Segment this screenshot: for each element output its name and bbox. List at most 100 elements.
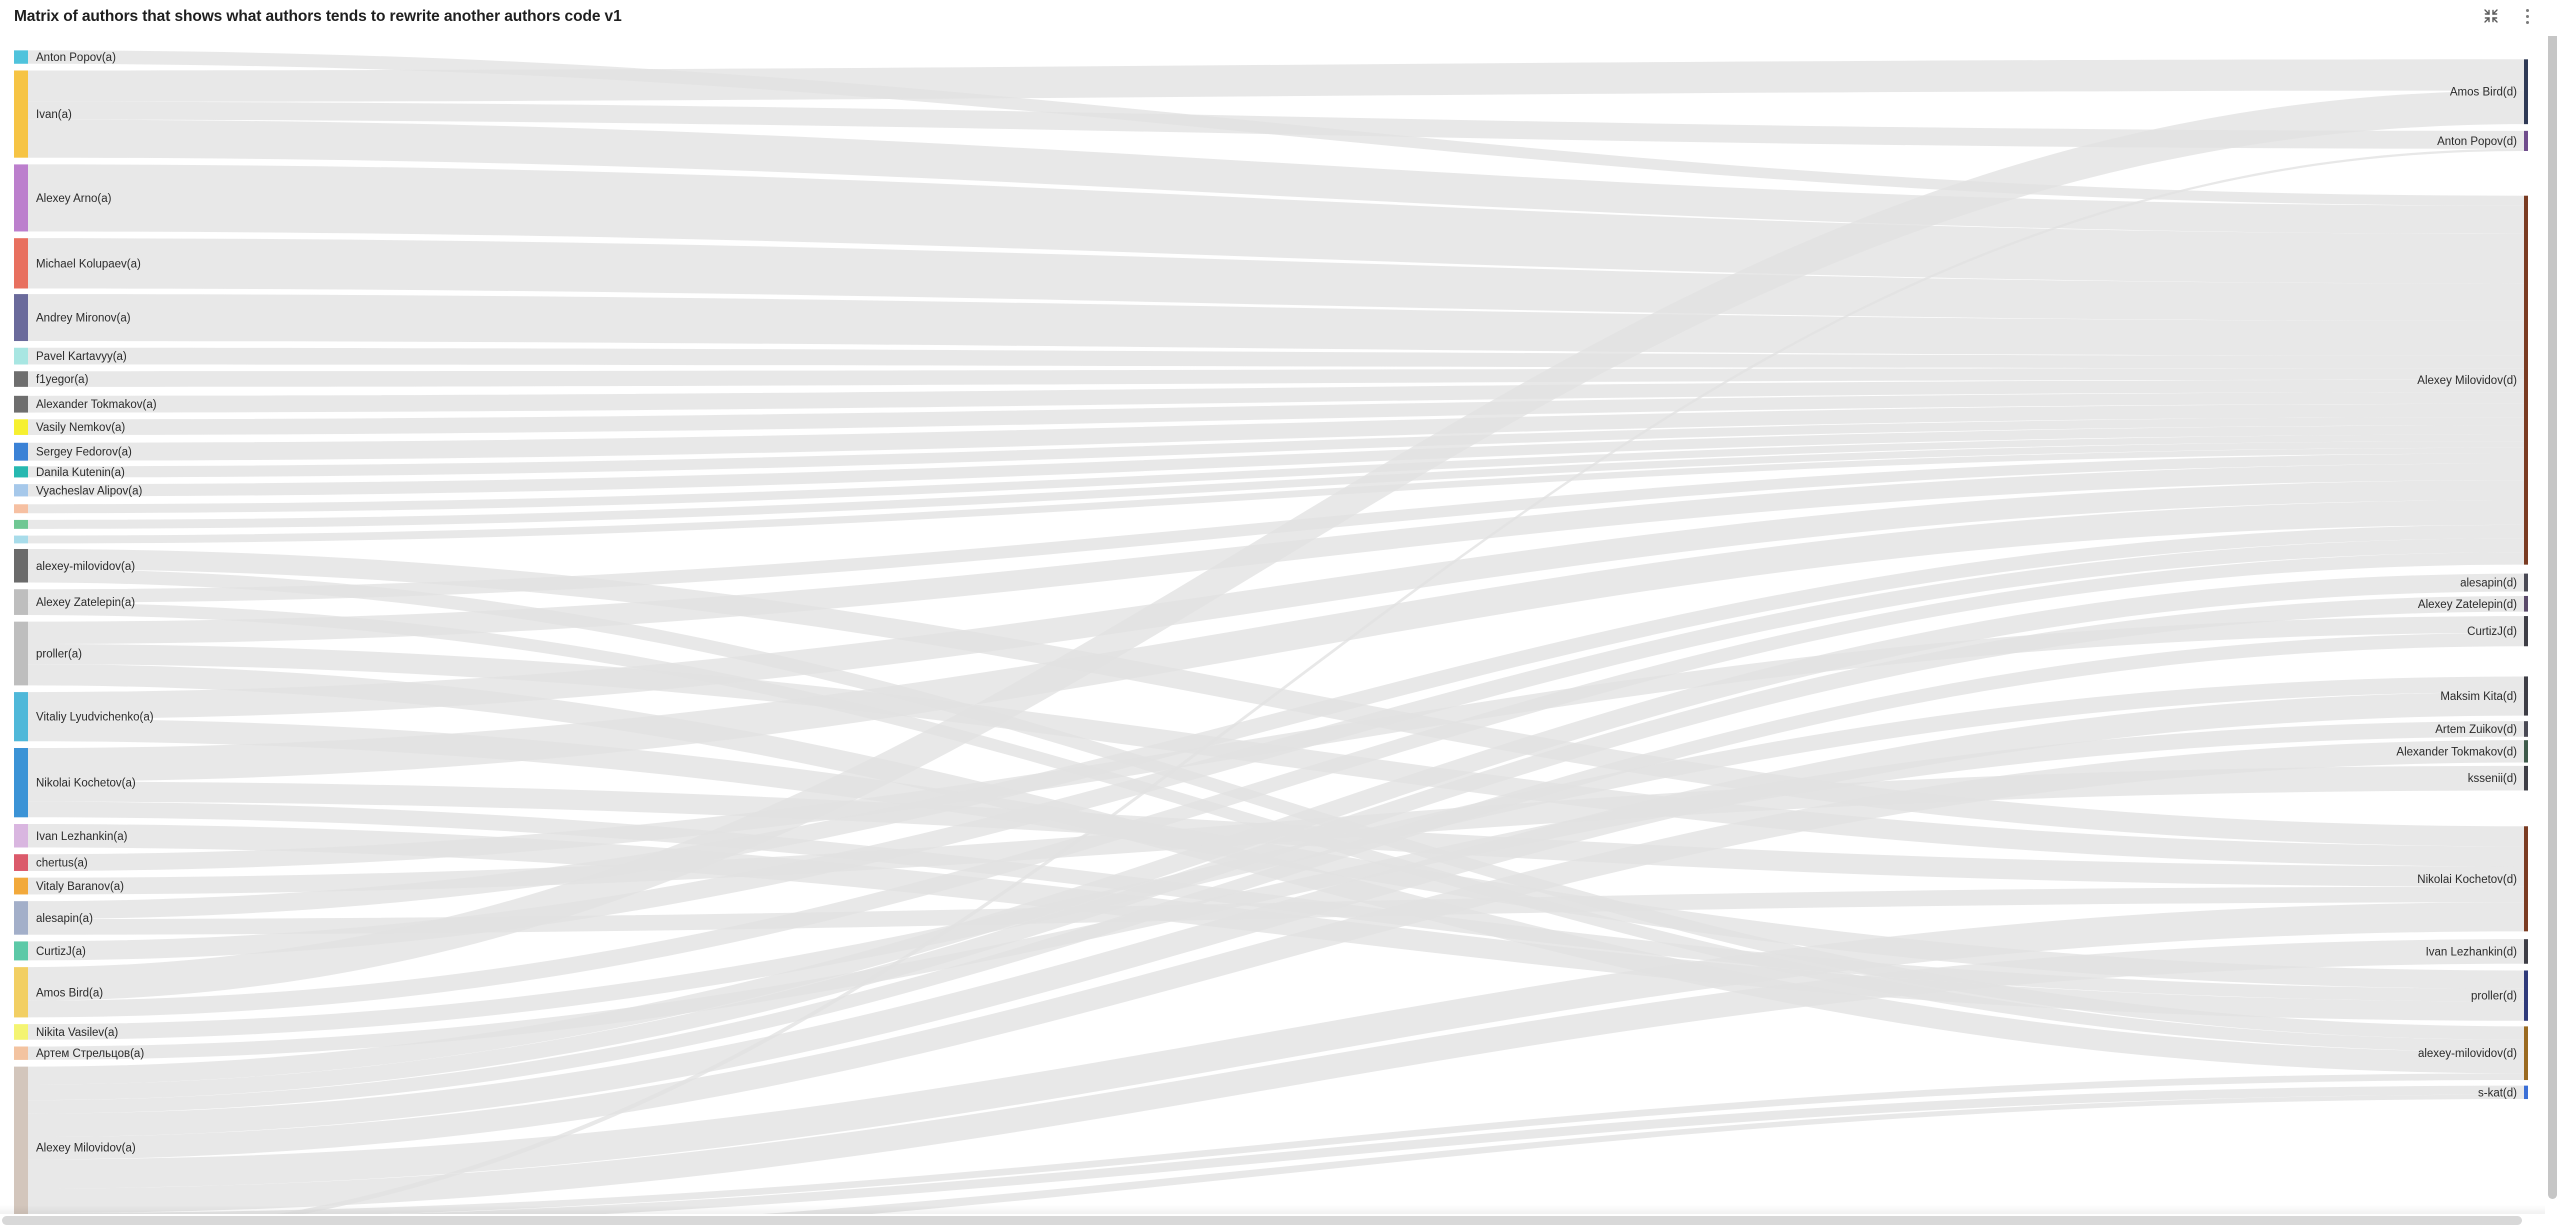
sankey-link[interactable] <box>28 164 2524 284</box>
sankey-node-label: Nikolai Kochetov(d) <box>2417 874 2517 886</box>
page-title: Matrix of authors that shows what author… <box>14 8 622 25</box>
sankey-node-label: Alexander Tokmakov(a) <box>36 399 157 411</box>
sankey-link[interactable] <box>28 595 2524 1101</box>
sankey-node-left[interactable] <box>14 901 28 935</box>
sankey-node-label: Pavel Kartavyy(a) <box>36 351 127 363</box>
sankey-node-left[interactable] <box>14 164 28 232</box>
sankey-link[interactable] <box>28 902 2524 1189</box>
sankey-node-left[interactable] <box>14 589 28 615</box>
sankey-link[interactable] <box>28 721 2524 1060</box>
sankey-node-left[interactable] <box>14 504 28 514</box>
sankey-node-left[interactable] <box>14 347 28 365</box>
sankey-link[interactable] <box>28 1073 2524 1214</box>
sankey-node-left[interactable] <box>14 70 28 158</box>
sankey-link[interactable] <box>28 548 2524 847</box>
sankey-node-left[interactable] <box>14 238 28 289</box>
sankey-link[interactable] <box>28 569 2524 1040</box>
sankey-node-left[interactable] <box>14 395 28 413</box>
sankey-link[interactable] <box>28 101 2524 149</box>
sankey-node-right[interactable] <box>2524 721 2528 737</box>
horizontal-scrollbar[interactable] <box>0 1214 2560 1227</box>
sankey-node-right[interactable] <box>2524 970 2528 1021</box>
sankey-link[interactable] <box>28 294 2524 356</box>
sankey-node-right[interactable] <box>2524 130 2528 151</box>
sankey-link[interactable] <box>28 801 2524 1002</box>
sankey-node-label: Anton Popov(d) <box>2437 136 2517 148</box>
sankey-node-left[interactable] <box>14 419 28 435</box>
sankey-node-left[interactable] <box>14 535 28 544</box>
vertical-dots-icon[interactable] <box>2516 5 2538 27</box>
sankey-node-left[interactable] <box>14 692 28 742</box>
sankey-node-label: kssenii(d) <box>2468 773 2517 785</box>
sankey-link[interactable] <box>28 573 2524 1085</box>
sankey-link[interactable] <box>28 552 2524 1018</box>
sankey-node-right[interactable] <box>2524 676 2528 716</box>
sankey-node-label: Michael Kolupaev(a) <box>36 258 141 270</box>
sankey-plot-area[interactable]: Anton Popov(a) Ivan(a) Alexey Arno(a) Micha… <box>0 26 2545 1214</box>
horizontal-scrollbar-thumb[interactable] <box>2 1216 2522 1225</box>
sankey-link[interactable] <box>28 1094 2524 1214</box>
sankey-link[interactable] <box>28 480 2524 719</box>
sankey-node-right[interactable] <box>2524 573 2528 592</box>
collapse-arrows-icon[interactable] <box>2480 5 2502 27</box>
sankey-node-left[interactable] <box>14 466 28 478</box>
sankey-node-left[interactable] <box>14 519 28 529</box>
sankey-node-label: Anton Popov(a) <box>36 52 116 64</box>
sankey-link[interactable] <box>28 403 2524 461</box>
sankey-node-right[interactable] <box>2524 939 2528 964</box>
sankey-node-right[interactable] <box>2524 616 2528 647</box>
sankey-link[interactable] <box>28 632 2524 1114</box>
sankey-node-right[interactable] <box>2524 595 2528 612</box>
sankey-link[interactable] <box>28 368 2524 387</box>
sankey-link[interactable] <box>28 434 2524 514</box>
sankey-node-label: chertus(a) <box>36 858 88 870</box>
vertical-scrollbar-thumb[interactable] <box>2548 24 2557 1199</box>
sankey-node-left[interactable] <box>14 1046 28 1060</box>
sankey-node-left[interactable] <box>14 824 28 848</box>
sankey-node-right[interactable] <box>2524 740 2528 763</box>
sankey-node-left[interactable] <box>14 371 28 387</box>
sankey-link[interactable] <box>28 499 2524 782</box>
sankey-node-left[interactable] <box>14 621 28 686</box>
sankey-node-right[interactable] <box>2524 1085 2528 1100</box>
sankey-link[interactable] <box>28 441 2524 529</box>
sankey-link[interactable] <box>28 425 2524 497</box>
sankey-node-left[interactable] <box>14 1066 28 1214</box>
sankey-node-left[interactable] <box>14 854 28 871</box>
sankey-link[interactable] <box>28 417 2524 478</box>
sankey-link[interactable] <box>28 676 2524 1040</box>
sankey-link[interactable] <box>28 692 2524 1138</box>
sankey-node-left[interactable] <box>14 548 28 583</box>
sankey-node-left[interactable] <box>14 1024 28 1040</box>
sankey-node-left[interactable] <box>14 877 28 895</box>
sankey-node-right[interactable] <box>2524 1026 2528 1081</box>
sankey-link[interactable] <box>28 740 2524 1160</box>
sankey-node-left[interactable] <box>14 967 28 1018</box>
sankey-link[interactable] <box>28 347 2524 369</box>
sankey-link[interactable] <box>28 447 2524 544</box>
sankey-link[interactable] <box>28 392 2524 435</box>
sankey-link[interactable] <box>28 524 2524 920</box>
sankey-node-left[interactable] <box>14 484 28 497</box>
sankey-node-left[interactable] <box>14 50 28 64</box>
sankey-node-right[interactable] <box>2524 765 2528 791</box>
sankey-node-right[interactable] <box>2524 826 2528 932</box>
sankey-link[interactable] <box>28 939 2524 1214</box>
sankey-link[interactable] <box>28 59 2524 102</box>
sankey-link[interactable] <box>28 238 2524 321</box>
sankey-node-left[interactable] <box>14 442 28 461</box>
sankey-node-label: alesapin(d) <box>2460 578 2517 590</box>
sankey-node-label: f1yegor(a) <box>36 374 89 386</box>
sankey-node-left[interactable] <box>14 747 28 818</box>
sankey-node-right[interactable] <box>2524 195 2528 565</box>
sankey-node-label: Alexey Milovidov(a) <box>36 1143 136 1155</box>
sankey-link[interactable] <box>28 453 2524 603</box>
sankey-link[interactable] <box>28 538 2524 961</box>
sankey-node-left[interactable] <box>14 941 28 961</box>
sankey-link[interactable] <box>28 90 2524 1001</box>
sankey-link[interactable] <box>28 379 2524 413</box>
vertical-scrollbar[interactable] <box>2546 22 2558 1222</box>
sankey-node-right[interactable] <box>2524 59 2528 125</box>
sankey-node-left[interactable] <box>14 294 28 342</box>
